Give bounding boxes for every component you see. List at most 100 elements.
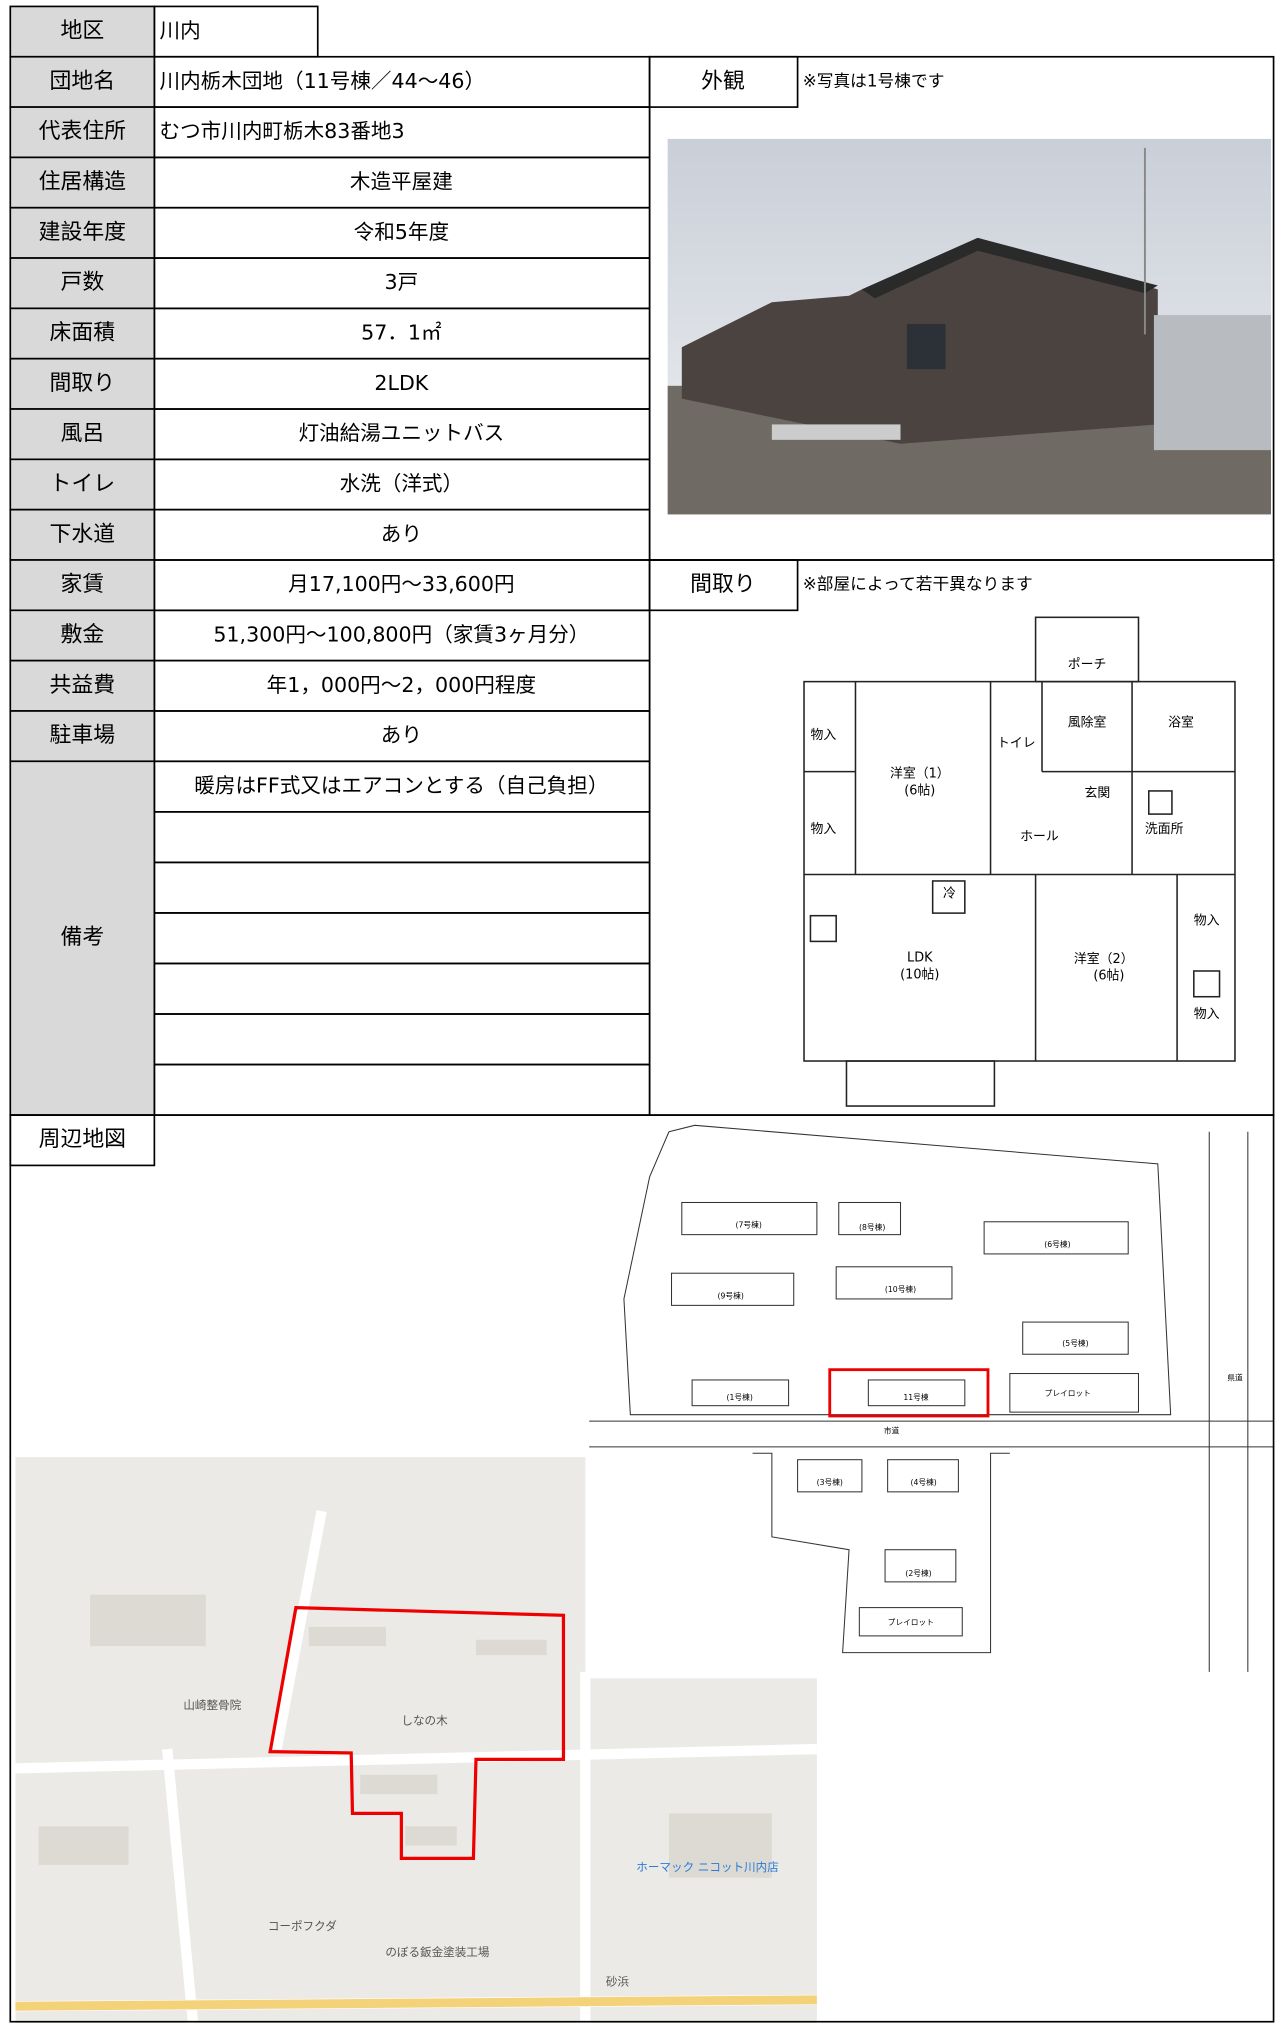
field-value: 月17,100円～33,600円 — [288, 572, 514, 596]
layout-label: 間取り — [690, 572, 756, 597]
field-value: 川内 — [160, 19, 201, 43]
field-label: 間取り — [50, 371, 116, 396]
cell — [9, 1114, 1275, 2023]
room-label: 物入 — [810, 822, 836, 837]
site-label: プレイロット — [1045, 1389, 1091, 1398]
cell — [153, 912, 651, 965]
site-label: (4号棟) — [910, 1477, 936, 1487]
field-value: 年1，000円～2，000円程度 — [267, 673, 536, 697]
field-value: あり — [381, 522, 422, 546]
cell — [153, 1013, 651, 1066]
site-label: (7号棟) — [736, 1220, 762, 1230]
site-label: (3号棟) — [817, 1477, 843, 1487]
room-label: ポーチ — [1068, 657, 1107, 672]
layout-note: ※部屋によって若干異なります — [803, 574, 1033, 594]
cell — [153, 1063, 651, 1116]
field-value: 3戸 — [385, 270, 419, 294]
cell — [9, 206, 156, 259]
exterior-note: ※写真は1号棟です — [803, 70, 945, 90]
cell — [9, 357, 156, 410]
field-label: トイレ — [50, 472, 116, 497]
room-label: (6帖) — [1093, 969, 1124, 984]
field-value: 木造平屋建 — [350, 170, 453, 194]
place-label: 砂浜 — [606, 1974, 630, 1988]
remarks-label: 備考 — [60, 925, 104, 950]
field-label: 住居構造 — [39, 170, 127, 195]
room-label: 洗面所 — [1145, 822, 1184, 837]
cell — [9, 710, 156, 763]
cell — [9, 257, 156, 310]
field-value: 57．1㎡ — [361, 321, 442, 345]
field-label: 風呂 — [60, 421, 104, 446]
field-value: あり — [381, 723, 422, 747]
site-plan — [589, 1124, 1274, 1672]
field-label: 家賃 — [60, 572, 104, 597]
field-label: 下水道 — [50, 522, 116, 547]
cell — [9, 508, 156, 561]
cell — [9, 5, 156, 58]
exterior-label: 外観 — [701, 69, 745, 94]
field-value: 灯油給湯ユニットバス — [298, 421, 504, 445]
room-label: ホール — [1020, 830, 1059, 845]
field-label: 建設年度 — [39, 220, 127, 245]
cell — [9, 559, 156, 612]
cell — [648, 55, 799, 108]
cell — [9, 458, 156, 511]
exterior-photo — [667, 138, 1271, 515]
cell — [648, 559, 1275, 1116]
cell — [153, 811, 651, 864]
field-value: 2LDK — [374, 371, 428, 395]
remark-line: 暖房はFF式又はエアコンとする（自己負担） — [194, 774, 608, 798]
room-label: 物入 — [1194, 913, 1220, 928]
field-label: 共益費 — [50, 673, 116, 698]
place-label: コーポフクダ — [268, 1919, 337, 1933]
room-label: (10帖) — [900, 967, 939, 982]
site-label: 県道 — [1227, 1373, 1243, 1383]
field-label: 敷金 — [60, 622, 104, 647]
cell — [9, 307, 156, 360]
site-label: 11号棟 — [903, 1392, 929, 1402]
field-value: むつ市川内町栃木83番地3 — [160, 119, 405, 143]
room-label: 風除室 — [1068, 714, 1107, 730]
field-label: 代表住所 — [39, 119, 126, 144]
cell — [153, 962, 651, 1015]
site-label: (10号棟) — [885, 1284, 916, 1294]
field-label: 駐車場 — [50, 723, 116, 748]
room-label: 洋室（1） — [890, 766, 950, 782]
cell — [9, 609, 156, 662]
place-label: のぼる鈑金塗装工場 — [385, 1945, 490, 1959]
cell — [9, 156, 156, 209]
room-label: 物入 — [1194, 1007, 1220, 1022]
room-label: 冷 — [943, 886, 956, 901]
site-label: プレイロット — [888, 1618, 934, 1627]
field-label: 地区 — [60, 19, 104, 44]
site-label: (1号棟) — [727, 1392, 753, 1402]
site-label: (6号棟) — [1044, 1239, 1070, 1249]
room-label: 玄関 — [1084, 786, 1110, 801]
field-value: 令和5年度 — [354, 220, 449, 244]
place-label: 山崎整骨院 — [183, 1698, 241, 1712]
site-label: (9号棟) — [718, 1290, 744, 1300]
place-label: ホーマック ニコット川内店 — [636, 1860, 778, 1874]
floor-plan — [803, 616, 1236, 1107]
room-label: 物入 — [810, 728, 836, 743]
room-label: 浴室 — [1168, 714, 1194, 730]
cell — [648, 559, 799, 612]
field-value: 水洗（洋式） — [340, 472, 464, 496]
site-label: (5号棟) — [1062, 1338, 1088, 1348]
room-label: LDK — [907, 951, 933, 966]
map-label: 周辺地図 — [39, 1127, 126, 1152]
cell — [9, 55, 156, 108]
site-label: (8号棟) — [859, 1222, 885, 1232]
room-label: トイレ — [997, 736, 1036, 751]
site-label: (2号棟) — [905, 1568, 931, 1578]
room-label: 洋室（2） — [1074, 951, 1134, 967]
field-label: 床面積 — [50, 321, 116, 346]
place-label: しなの木 — [401, 1713, 448, 1727]
cell — [153, 861, 651, 914]
field-label: 団地名 — [50, 69, 116, 94]
cell — [9, 1114, 156, 1167]
room-label: (6帖) — [904, 783, 935, 798]
area-map — [15, 1457, 818, 2023]
field-label: 戸数 — [60, 270, 104, 295]
